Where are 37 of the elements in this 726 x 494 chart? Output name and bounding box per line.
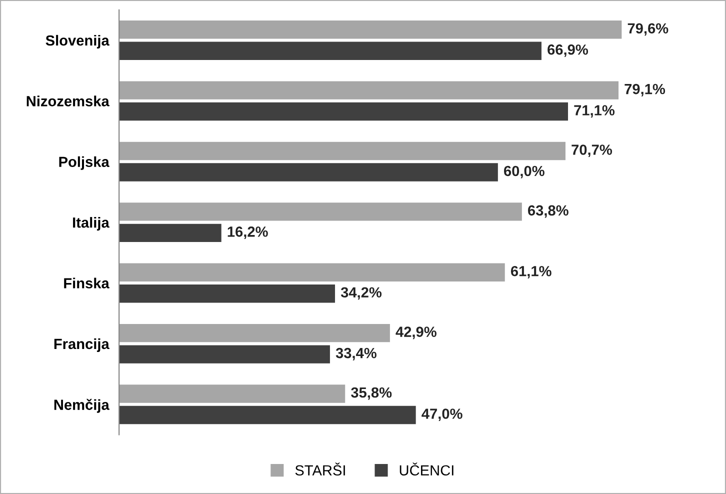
bar xyxy=(119,102,568,121)
bar xyxy=(119,81,619,100)
bar xyxy=(119,263,505,282)
bar xyxy=(119,406,416,424)
data-label: 79,6% xyxy=(628,23,668,36)
legend-label: UČENCI xyxy=(400,462,454,476)
data-label: 60,0% xyxy=(504,166,544,178)
y-tick-label: Nemčija xyxy=(54,398,110,413)
data-label: 63,8% xyxy=(528,205,568,218)
bar xyxy=(119,384,346,403)
bar xyxy=(119,345,330,364)
bar xyxy=(119,163,498,182)
data-label: 66,9% xyxy=(548,44,588,57)
data-label: 61,1% xyxy=(510,266,552,278)
y-tick-label: Finska xyxy=(64,278,110,288)
bar xyxy=(119,284,336,303)
y-tick-label: Slovenija xyxy=(46,34,110,49)
bar xyxy=(119,224,222,242)
y-tick-label: Francija xyxy=(54,338,110,352)
data-label: 16,2% xyxy=(228,226,268,239)
bar xyxy=(119,42,542,60)
data-label: 47,0% xyxy=(422,408,462,422)
y-tick-label: Poljska xyxy=(59,156,110,170)
data-label: 34,2% xyxy=(340,287,382,300)
bar xyxy=(119,324,390,342)
data-label: 35,8% xyxy=(351,387,392,400)
data-label: 42,9% xyxy=(396,326,436,340)
bar xyxy=(119,20,622,39)
bar xyxy=(119,142,566,160)
data-label: 70,7% xyxy=(572,144,612,158)
bar xyxy=(119,202,522,221)
y-tick-label: Italija xyxy=(73,217,110,231)
data-label: 71,1% xyxy=(574,105,615,118)
y-tick-label: Nizozemska xyxy=(26,96,110,106)
data-label: 33,4% xyxy=(336,348,376,360)
legend-label: STARŠI xyxy=(295,462,345,476)
data-label: 79,1% xyxy=(624,84,666,96)
